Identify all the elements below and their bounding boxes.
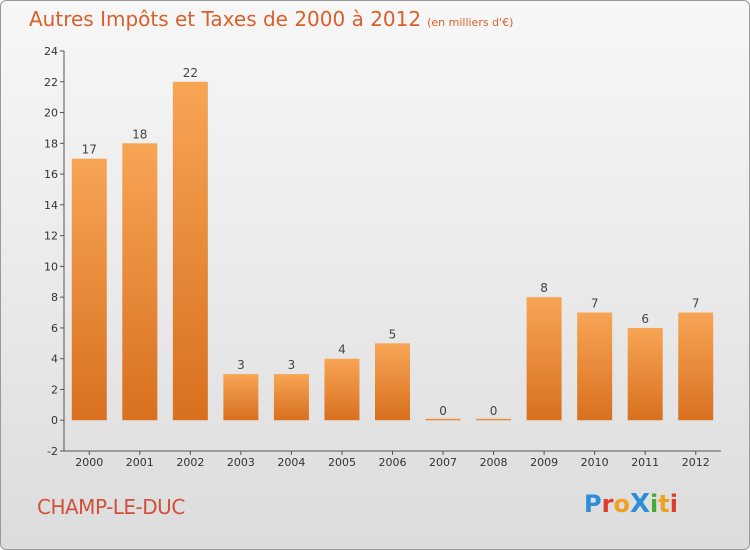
bar xyxy=(425,418,461,421)
y-tick-label: 12 xyxy=(44,230,58,243)
bar xyxy=(172,81,208,421)
y-tick-label: 6 xyxy=(51,322,58,335)
y-tick-label: 2 xyxy=(51,383,58,396)
bar xyxy=(273,374,309,421)
data-label: 22 xyxy=(183,66,198,80)
x-tick-label: 2003 xyxy=(227,456,255,469)
data-label: 4 xyxy=(338,343,346,357)
x-tick-label: 2008 xyxy=(480,456,508,469)
chart-title: Autres Impôts et Taxes de 2000 à 2012 (en… xyxy=(29,7,513,31)
chart-title-text: Autres Impôts et Taxes de 2000 à 2012 xyxy=(29,7,422,31)
data-label: 0 xyxy=(490,404,498,418)
y-tick-label: 0 xyxy=(51,414,58,427)
bar xyxy=(324,358,360,421)
bar xyxy=(526,297,562,421)
chart-subtitle: (en milliers d'€) xyxy=(427,16,514,29)
bar xyxy=(627,327,663,421)
y-tick-label: -2 xyxy=(47,445,58,458)
data-label: 7 xyxy=(591,297,599,311)
proxiti-logo: ProXiti xyxy=(584,489,678,519)
y-tick-label: 20 xyxy=(44,107,58,120)
bar xyxy=(223,374,259,421)
y-tick-label: 24 xyxy=(44,45,58,58)
x-tick-label: 2010 xyxy=(581,456,609,469)
data-label: 7 xyxy=(692,297,700,311)
y-tick-label: 8 xyxy=(51,291,58,304)
data-label: 8 xyxy=(540,281,548,295)
bar xyxy=(678,312,714,421)
x-tick-label: 2011 xyxy=(631,456,659,469)
data-label: 18 xyxy=(132,127,147,141)
y-tick-label: 4 xyxy=(51,353,58,366)
bar xyxy=(71,158,107,421)
bar xyxy=(476,418,512,421)
x-tick-label: 2009 xyxy=(530,456,558,469)
x-tick-label: 2006 xyxy=(379,456,407,469)
y-tick-label: 22 xyxy=(44,76,58,89)
data-label: 0 xyxy=(439,404,447,418)
data-label: 5 xyxy=(389,327,397,341)
bar xyxy=(375,343,410,421)
x-tick-label: 2002 xyxy=(176,456,204,469)
x-tick-label: 2012 xyxy=(682,456,710,469)
x-tick-label: 2000 xyxy=(75,456,103,469)
x-tick-label: 2005 xyxy=(328,456,356,469)
commune-name: CHAMP-LE-DUC xyxy=(37,495,185,519)
data-label: 3 xyxy=(237,358,245,372)
y-tick-label: 18 xyxy=(44,137,58,150)
x-tick-label: 2004 xyxy=(277,456,305,469)
y-tick-label: 14 xyxy=(44,199,58,212)
data-label: 6 xyxy=(641,312,649,326)
y-tick-label: 16 xyxy=(44,168,58,181)
x-tick-label: 2001 xyxy=(126,456,154,469)
y-tick-label: 10 xyxy=(44,260,58,273)
chart-bars xyxy=(71,81,714,421)
data-label: 17 xyxy=(82,143,97,157)
x-tick-label: 2007 xyxy=(429,456,457,469)
bar xyxy=(122,143,158,421)
bar xyxy=(577,312,613,421)
data-label: 3 xyxy=(288,358,296,372)
chart-data-labels: 17 18 22 3 3 4 5 0 0 8 7 6 7 xyxy=(82,66,700,418)
